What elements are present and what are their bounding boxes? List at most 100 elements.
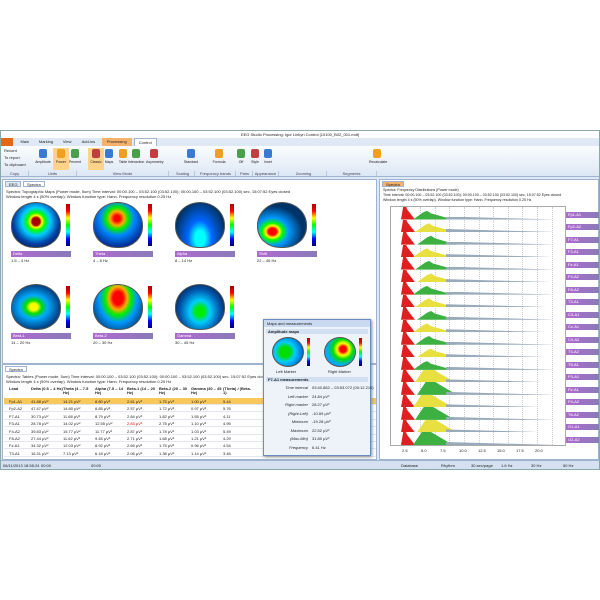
table-row[interactable] [4,450,376,457]
spectrum-trace [391,407,565,428]
table-cell: 27.44 µV² [31,436,49,441]
color-scale [148,286,152,328]
section-title: F7-A1 measurements [266,377,368,382]
lead-label[interactable]: O1-A1 [566,424,599,431]
file-tab[interactable] [1,138,13,146]
lead-label[interactable]: F4-A2 [566,274,599,281]
lead-label[interactable]: Cz-A1 [566,324,599,331]
lead-label[interactable]: F7-A1 [566,236,599,243]
panel-tab[interactable]: Spectra [5,366,27,372]
lead-label[interactable]: P3-A1 [566,374,599,381]
spectrum-alpha [417,310,457,320]
topo-map [11,284,61,330]
table-cell: 11.62 µV² [63,436,81,441]
lead-label[interactable]: T4-A2 [566,349,599,356]
ribbon-tab[interactable]: Add-ins [81,139,96,144]
table-row[interactable] [4,405,376,413]
lead-label[interactable]: Fz-A1 [566,261,599,268]
button-label: Interaction [128,160,145,164]
button-label: Recalculate [369,160,388,164]
ribbon-button[interactable]: Interaction [128,148,144,170]
spectrum-trace [391,307,565,328]
panel-tab[interactable]: Spectra [23,181,45,187]
panel-tab[interactable]: EEG [5,181,22,187]
lead-label[interactable]: T3-A1 [566,299,599,306]
button-icon [132,149,140,158]
lead-label[interactable]: F3-A1 [566,249,599,256]
map-label[interactable]: Beta-2 [93,333,153,339]
lead-label[interactable]: C3-A1 [566,311,599,318]
spectrum-tail [446,429,556,433]
measure-name: Right marker [285,402,308,407]
lead-label[interactable]: O2-A2 [566,437,599,443]
lead-label[interactable]: T6-A2 [566,411,599,418]
spectrum-trace [391,357,565,378]
ribbon-button[interactable]: Asymmetry [146,148,164,170]
color-scale [312,204,316,246]
ribbon-tab[interactable]: Main [20,139,30,144]
ribbon-button[interactable]: Classic [88,148,104,170]
map-label[interactable]: Shift [257,251,317,257]
button-label: Table [118,160,128,164]
ribbon-button[interactable]: Maps [101,148,117,170]
x-axis-label: 12.5 [478,448,486,453]
table-row[interactable] [4,442,376,450]
lead-label[interactable]: T5-A1 [566,361,599,368]
button-icon [71,149,79,158]
ribbon-button[interactable]: Recalculate [369,148,388,170]
ribbon-tab[interactable]: Processing [101,138,132,146]
table-cell: 3.46 [223,450,231,456]
map-label[interactable]: Gamma [175,333,235,339]
topo-map [175,284,225,330]
table-row[interactable] [4,413,376,420]
ribbon-tab[interactable]: Marking [38,139,54,144]
table-cell: 41.88 µV² [31,399,49,404]
table-cell: F7-A1 [9,413,20,419]
table-cell: 1.82 µV² [159,413,175,419]
ribbon-tab[interactable]: Control [133,138,157,146]
ribbon-button[interactable]: Style [247,148,263,170]
spectrum-tail [446,441,556,445]
map-label[interactable]: Beta-1 [11,333,71,339]
map-label[interactable]: Alpha [175,251,235,257]
ribbon-button[interactable]: Amplitude [35,148,51,170]
ribbon-group-label: Copy [1,171,29,176]
ribbon-button[interactable]: Formula [211,148,227,170]
ribbon-button[interactable]: Off [233,148,249,170]
table-row[interactable] [4,428,376,435]
ribbon-button[interactable]: Table [115,148,131,170]
table-cell: 1.21 µV² [191,436,207,441]
ribbon-button[interactable]: Power [53,148,69,170]
ribbon-button[interactable]: Percent [67,148,83,170]
x-axis-label: 15.0 [497,448,505,453]
map-label[interactable]: Theta [93,251,153,257]
lead-label[interactable]: C4-A2 [566,336,599,343]
ribbon-button[interactable]: Inset [260,148,276,170]
lead-label[interactable]: P4-A2 [566,399,599,406]
copy-button[interactable]: To clipboard [4,162,26,167]
spectrum-tail [446,416,556,420]
table-row[interactable] [4,398,376,405]
ribbon-tabs: Main Marking View Add-ins Processing Control [1,138,599,146]
copy-button[interactable]: Record [4,148,17,153]
spectrum-trace [391,382,565,403]
measure-name: (Right-Left) [287,410,308,416]
table-cell: 2.61 µV² [127,399,143,404]
spectrum-tail [446,291,556,295]
table-row[interactable] [4,435,376,442]
table-row[interactable] [4,420,376,428]
lead-label[interactable]: Pz-A1 [566,386,599,393]
panel-tab[interactable]: Spectra [382,181,404,187]
spectrum-alpha [413,323,453,333]
ribbon-tab[interactable]: View [62,139,72,144]
lead-label[interactable]: F8-A2 [566,286,599,293]
lead-label[interactable]: Fp2-A2 [566,224,599,231]
grid-line [478,207,480,445]
ribbon-button[interactable]: Standard [183,148,199,170]
lead-label[interactable]: Fp1-A1 [566,211,599,218]
measurements-window[interactable]: Maps and measurements Amplitude maps Left … [263,319,374,456]
column-header: Beta-2 (20 – 30 Hz) [159,386,188,395]
map-label[interactable]: Delta [11,251,71,257]
copy-button[interactable]: To report [4,155,20,160]
